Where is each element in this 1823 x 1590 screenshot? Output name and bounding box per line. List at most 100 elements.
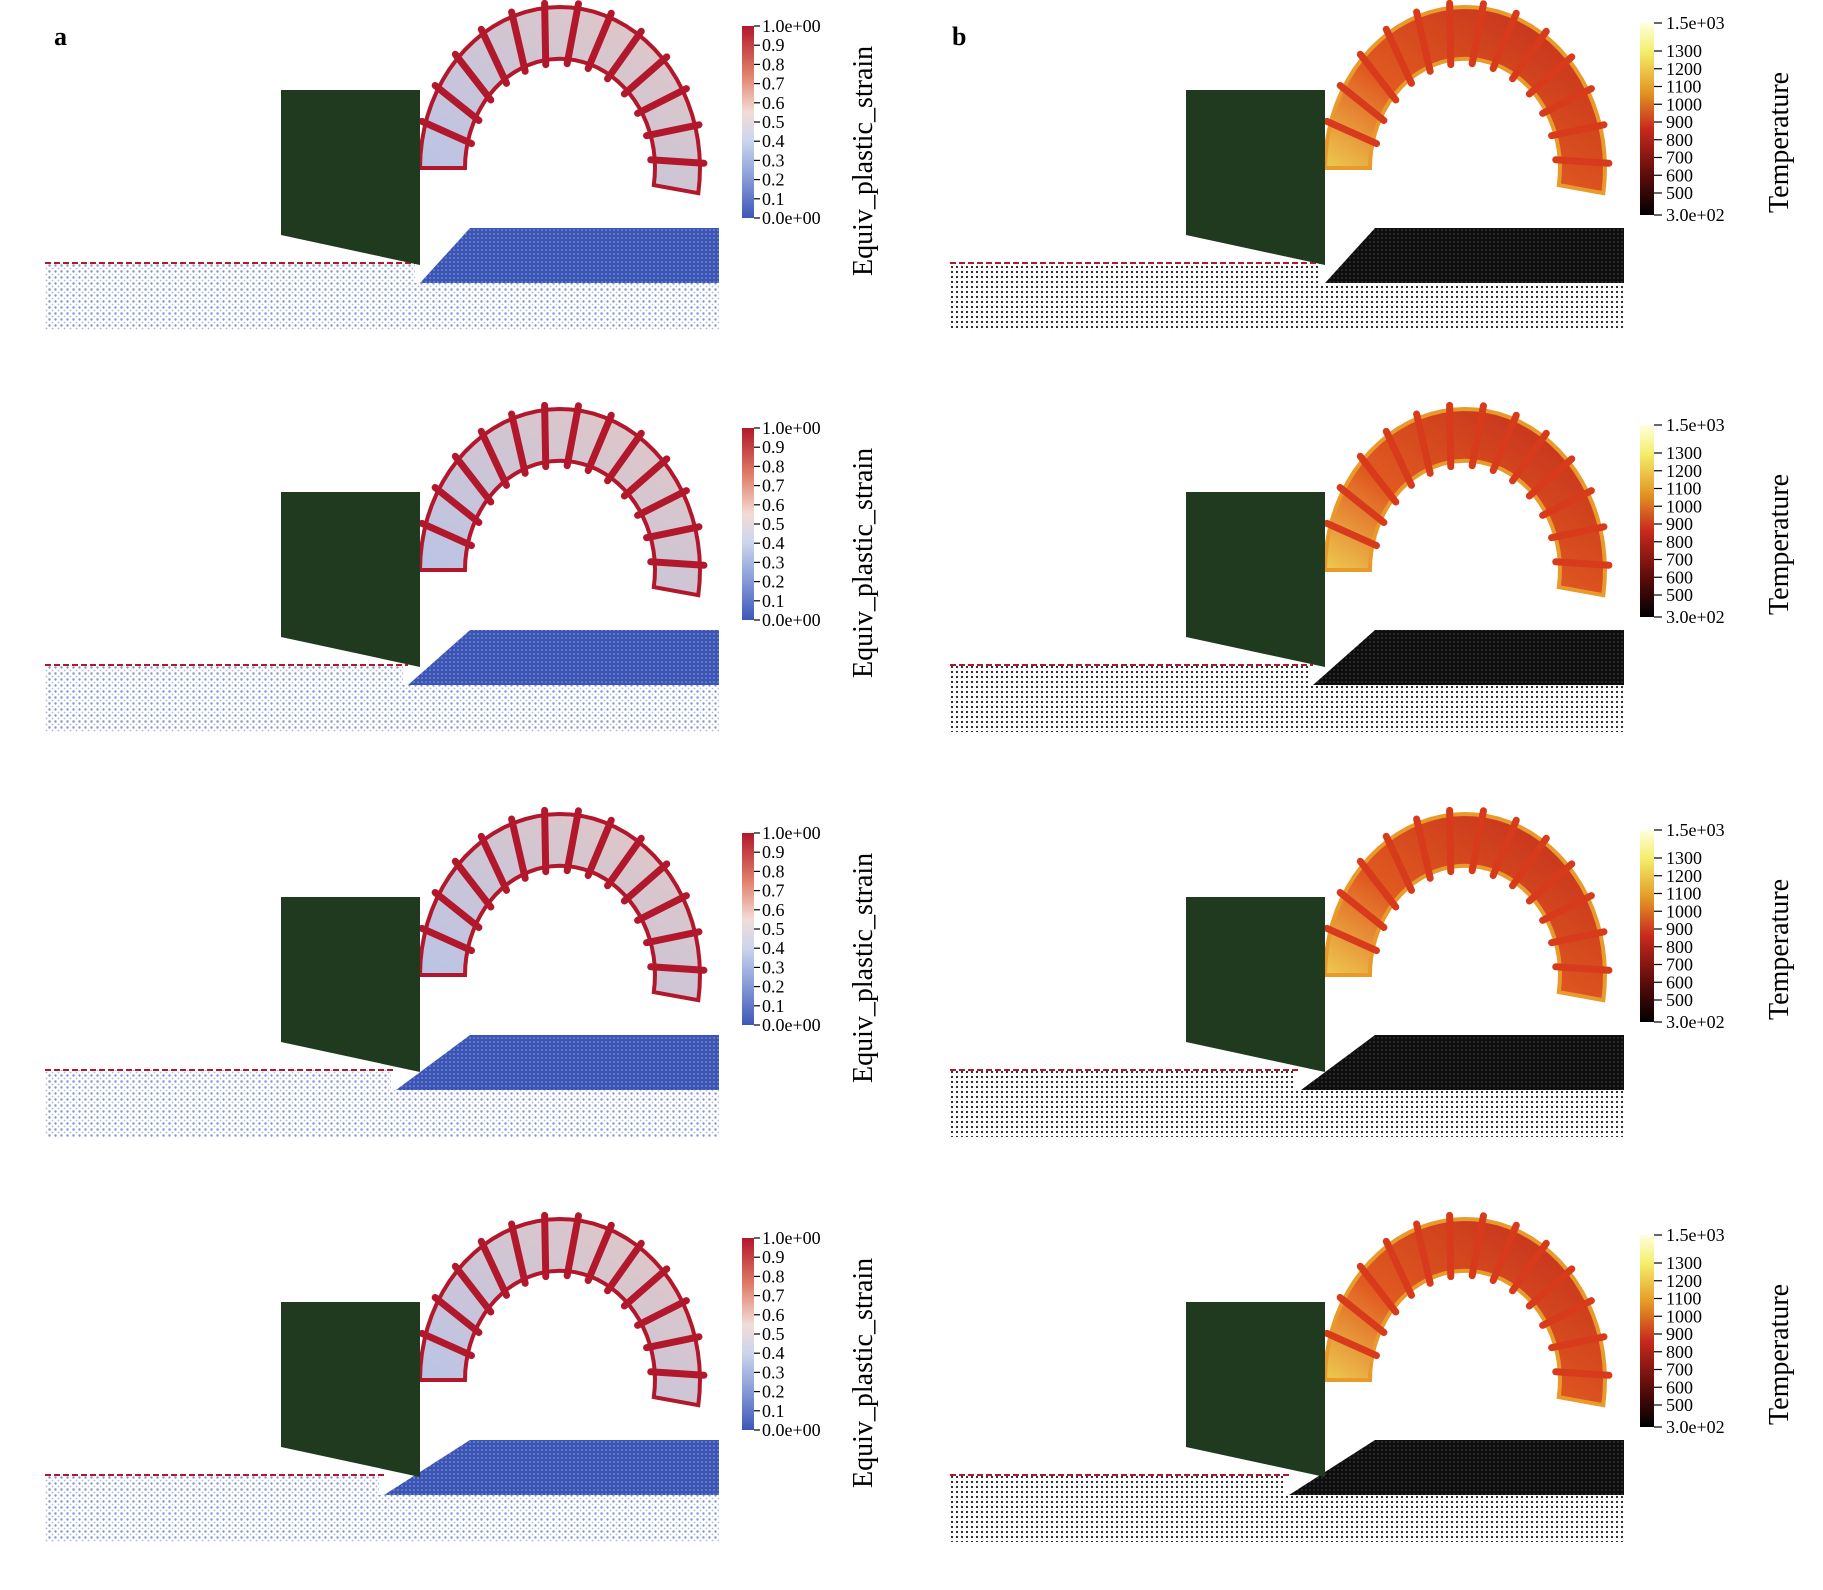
strain-tick-label: 0.7 xyxy=(762,476,785,496)
cutting-tool xyxy=(1186,90,1325,265)
temperature-scene xyxy=(950,0,1624,330)
strain-tick-label: 0.6 xyxy=(762,93,785,113)
temperature-colorbar-title: Temperature xyxy=(1764,72,1795,213)
temperature-tick-label: 3.0e+02 xyxy=(1666,607,1725,627)
shear-band xyxy=(508,1220,529,1287)
cutting-tool xyxy=(1186,1302,1325,1477)
temperature-colorbar-title: Temperature xyxy=(1764,879,1795,1020)
workpiece-base xyxy=(950,1090,1624,1137)
strain-tick-label: 0.0e+00 xyxy=(762,208,821,228)
strain-tick-label: 0.8 xyxy=(762,54,785,74)
strain-scene xyxy=(45,0,719,330)
strain-tick-label: 0.4 xyxy=(762,1343,785,1363)
shear-band xyxy=(431,82,483,124)
shear-band xyxy=(1382,25,1416,87)
panel-label-b: b xyxy=(952,22,966,51)
temperature-tick-label: 700 xyxy=(1666,148,1693,168)
shear-band xyxy=(541,0,550,69)
shear-band xyxy=(1539,1297,1595,1329)
strain-colorbar: 1.0e+000.90.80.70.60.50.40.30.20.10.0e+0… xyxy=(742,823,879,1083)
strain-tick-label: 1.0e+00 xyxy=(762,16,821,36)
strain-colorbar-title: Equiv_plastic_strain xyxy=(848,448,879,678)
temperature-colorbar-gradient xyxy=(1640,830,1654,1022)
shear-band xyxy=(634,1297,690,1329)
temperature-tick-label: 900 xyxy=(1666,112,1693,132)
shear-band xyxy=(604,27,645,83)
row-3: 1.0e+000.90.80.70.60.50.40.30.20.10.0e+0… xyxy=(45,806,1795,1137)
chip xyxy=(417,806,708,1003)
temperature-colorbar: 1.5e+03 13001200110010009008007006005003.… xyxy=(1640,415,1795,627)
strain-tick-label: 0.8 xyxy=(762,456,785,476)
temperature-tick-label: 700 xyxy=(1666,550,1693,570)
chip xyxy=(417,1211,708,1408)
shear-band xyxy=(634,892,690,924)
strain-scene xyxy=(45,1211,719,1542)
temperature-tick-label: 700 xyxy=(1666,955,1693,975)
shear-band xyxy=(1468,0,1487,68)
shear-band xyxy=(1509,834,1550,890)
cutting-tool xyxy=(1186,492,1325,667)
shear-band xyxy=(647,558,708,569)
shear-band xyxy=(1552,156,1613,167)
shear-band xyxy=(1525,860,1576,905)
shear-band xyxy=(451,50,495,104)
shear-band xyxy=(1489,9,1520,72)
shear-band xyxy=(1413,8,1434,75)
strain-tick-label: 0.2 xyxy=(762,572,785,592)
shear-band xyxy=(620,455,671,500)
row-2: 1.0e+000.90.80.70.60.50.40.30.20.10.0e+0… xyxy=(45,401,1795,732)
shear-band xyxy=(643,928,703,947)
uncut-workpiece xyxy=(420,228,719,283)
temperature-tick-label: 900 xyxy=(1666,1324,1693,1344)
shear-band xyxy=(1446,401,1455,471)
shear-band xyxy=(431,889,483,931)
chip xyxy=(1322,401,1613,598)
shear-band xyxy=(563,0,582,68)
temperature-tick-label: 1200 xyxy=(1666,461,1702,481)
shear-band xyxy=(584,411,615,474)
shear-band xyxy=(541,806,550,876)
shear-band xyxy=(1323,519,1381,550)
strain-tick-label: 0.8 xyxy=(762,861,785,881)
shear-band xyxy=(541,401,550,471)
workpiece-base xyxy=(950,283,1624,330)
machined-layer xyxy=(950,1070,1296,1090)
strain-tick-label: 0.7 xyxy=(762,881,785,901)
temperature-tick-label: 1200 xyxy=(1666,1271,1702,1291)
shear-band xyxy=(563,807,582,875)
shear-band xyxy=(1525,1265,1576,1310)
strain-tick-label: 0.5 xyxy=(762,919,785,939)
temperature-tick-label: 900 xyxy=(1666,919,1693,939)
temperature-tick-label: 3.0e+02 xyxy=(1666,1417,1725,1437)
strain-tick-label: 0.1 xyxy=(762,189,785,209)
strain-tick-label: 0.1 xyxy=(762,591,785,611)
machined-layer xyxy=(45,263,415,283)
temperature-tick-label: 3.0e+02 xyxy=(1666,1012,1725,1032)
shear-band xyxy=(1539,85,1595,117)
strain-tick-label: 0.9 xyxy=(762,437,785,457)
shear-band xyxy=(1552,1368,1613,1379)
strain-colorbar-gradient xyxy=(742,1238,754,1430)
strain-tick-label: 0.7 xyxy=(762,74,785,94)
shear-band xyxy=(451,857,495,911)
shear-band xyxy=(647,1368,708,1379)
strain-tick-label: 0.0e+00 xyxy=(762,1015,821,1035)
temperature-tick-label: 1000 xyxy=(1666,94,1702,114)
shear-band xyxy=(1413,1220,1434,1287)
shear-band xyxy=(451,452,495,506)
temperature-colorbar-title: Temperature xyxy=(1764,474,1795,615)
temperature-colorbar-gradient xyxy=(1640,425,1654,617)
temperature-tick-label: 900 xyxy=(1666,514,1693,534)
strain-colorbar-title: Equiv_plastic_strain xyxy=(848,46,879,276)
temperature-scene xyxy=(950,401,1624,732)
temperature-tick-label: 1300 xyxy=(1666,41,1702,61)
temperature-tick-label: 500 xyxy=(1666,183,1693,203)
strain-colorbar-title: Equiv_plastic_strain xyxy=(848,1258,879,1488)
row-4: 1.0e+000.90.80.70.60.50.40.30.20.10.0e+0… xyxy=(45,1211,1795,1542)
shear-band xyxy=(508,410,529,477)
shear-band xyxy=(1552,963,1613,974)
shear-band xyxy=(1539,487,1595,519)
shear-band xyxy=(508,815,529,882)
shear-band xyxy=(1382,1237,1416,1299)
shear-band xyxy=(1548,1333,1608,1352)
